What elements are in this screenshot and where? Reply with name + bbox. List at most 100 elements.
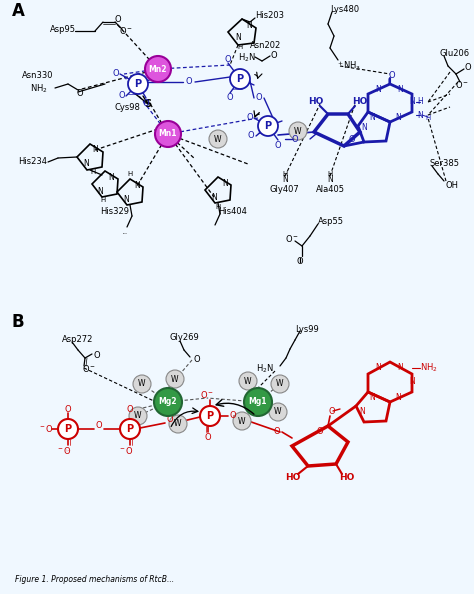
Text: N: N	[282, 175, 288, 184]
Circle shape	[209, 130, 227, 148]
Text: O: O	[271, 50, 277, 59]
Text: N: N	[108, 173, 114, 182]
Text: N: N	[123, 194, 129, 204]
Text: N: N	[409, 378, 415, 387]
Text: N: N	[97, 187, 103, 195]
Circle shape	[244, 388, 272, 416]
Text: N: N	[369, 112, 375, 122]
Text: P: P	[64, 424, 72, 434]
Text: B: B	[12, 313, 25, 331]
Text: HO: HO	[352, 96, 368, 106]
Text: $^-$O: $^-$O	[38, 424, 54, 434]
Text: NH$_2$: NH$_2$	[420, 362, 438, 374]
Text: N: N	[417, 110, 423, 119]
Text: W: W	[214, 134, 222, 144]
Text: O: O	[255, 93, 262, 103]
Text: $^-$O: $^-$O	[118, 446, 134, 457]
Text: N: N	[222, 179, 228, 188]
Text: O: O	[349, 134, 356, 144]
Text: H: H	[237, 44, 243, 50]
Text: W: W	[171, 374, 179, 384]
Text: O: O	[389, 71, 395, 81]
Text: P: P	[207, 411, 214, 421]
Text: H$_2$N: H$_2$N	[256, 363, 274, 375]
Text: N: N	[397, 364, 403, 372]
Text: O: O	[248, 131, 255, 141]
Text: O: O	[328, 406, 335, 415]
Text: His404: His404	[218, 207, 247, 216]
Text: N: N	[395, 112, 401, 122]
Text: P: P	[264, 121, 272, 131]
Text: O$^-$: O$^-$	[119, 26, 133, 36]
Text: P: P	[237, 74, 244, 84]
FancyArrowPatch shape	[255, 72, 262, 78]
Circle shape	[289, 122, 307, 140]
Text: O: O	[292, 134, 298, 144]
Text: A: A	[12, 2, 25, 20]
Text: Ala405: Ala405	[316, 185, 345, 194]
Circle shape	[269, 403, 287, 421]
Text: His203: His203	[255, 11, 284, 21]
Text: O: O	[167, 415, 173, 424]
Text: O: O	[205, 434, 211, 443]
Text: O: O	[94, 352, 100, 361]
Text: O: O	[273, 428, 280, 437]
Text: H: H	[417, 97, 423, 106]
Text: N: N	[361, 124, 367, 132]
Text: HO: HO	[339, 473, 355, 482]
Text: O$^-$: O$^-$	[200, 390, 214, 400]
Text: Gly269: Gly269	[170, 333, 200, 343]
Text: O: O	[227, 93, 233, 103]
Text: W: W	[174, 419, 182, 428]
Text: P: P	[135, 79, 142, 89]
Circle shape	[58, 419, 78, 439]
Text: O$^-$: O$^-$	[285, 232, 299, 244]
Text: O: O	[465, 64, 471, 72]
Text: Asp95: Asp95	[50, 24, 76, 33]
Text: O: O	[127, 405, 133, 413]
Text: H: H	[91, 169, 96, 175]
Text: O$^-$: O$^-$	[82, 364, 96, 374]
Text: $^+$NH$_3$: $^+$NH$_3$	[336, 59, 361, 72]
Text: N: N	[375, 364, 381, 372]
Text: H: H	[283, 171, 288, 177]
Text: N: N	[327, 175, 333, 184]
Circle shape	[155, 121, 181, 147]
Text: N: N	[134, 182, 140, 191]
Text: H: H	[328, 171, 333, 177]
Text: N: N	[369, 393, 375, 402]
Text: W: W	[274, 407, 282, 416]
Text: H: H	[128, 171, 133, 177]
Text: Mg2: Mg2	[159, 397, 177, 406]
Text: N: N	[375, 84, 381, 93]
Text: W: W	[134, 412, 142, 421]
Text: O: O	[118, 91, 125, 100]
Text: N: N	[92, 146, 98, 154]
Text: Asn202: Asn202	[250, 42, 281, 50]
Circle shape	[166, 370, 184, 388]
Circle shape	[258, 116, 278, 136]
Text: N: N	[395, 393, 401, 402]
Text: NH$_2$: NH$_2$	[30, 83, 47, 95]
Text: OH: OH	[446, 181, 459, 189]
FancyArrowPatch shape	[254, 111, 259, 117]
Text: W: W	[238, 416, 246, 425]
Text: Gly407: Gly407	[269, 185, 299, 194]
Text: His329: His329	[100, 207, 129, 216]
Circle shape	[129, 407, 147, 425]
Text: N: N	[211, 192, 217, 201]
Text: Glu206: Glu206	[440, 49, 470, 58]
Text: ^{-}O: ^{-}O	[66, 450, 70, 452]
Circle shape	[145, 56, 171, 82]
Text: S: S	[145, 99, 152, 109]
Circle shape	[239, 372, 257, 390]
Text: H: H	[425, 115, 430, 121]
Circle shape	[154, 388, 182, 416]
Text: His234: His234	[18, 157, 47, 166]
Text: O: O	[143, 99, 149, 108]
Text: Ser385: Ser385	[430, 160, 460, 169]
Circle shape	[233, 412, 251, 430]
Circle shape	[169, 415, 187, 433]
Text: H$_2$N: H$_2$N	[238, 52, 256, 64]
Text: O: O	[96, 421, 102, 429]
